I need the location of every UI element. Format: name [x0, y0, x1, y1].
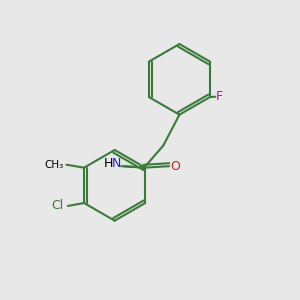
Text: N: N [112, 157, 121, 170]
Text: H: H [103, 157, 113, 170]
Text: F: F [216, 90, 223, 103]
Text: O: O [171, 160, 181, 173]
Text: Cl: Cl [51, 200, 64, 212]
Text: CH₃: CH₃ [44, 160, 64, 170]
